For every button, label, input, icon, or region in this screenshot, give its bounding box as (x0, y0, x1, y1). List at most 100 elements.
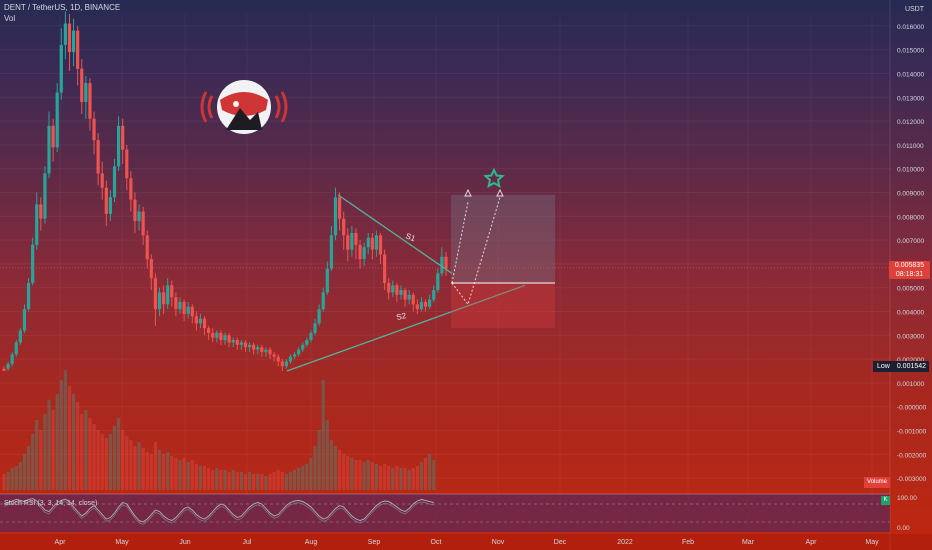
candle-body (284, 361, 288, 367)
candle-body (374, 235, 379, 250)
candle-body (6, 363, 10, 369)
x-tick-label: Jun (179, 539, 190, 546)
candle-body (301, 344, 305, 350)
candle-body (215, 332, 219, 338)
volume-bar (329, 440, 334, 490)
chart-header: DENT / TetherUS, 1D, BINANCE Vol (4, 2, 120, 24)
candle-body (370, 237, 374, 250)
candle-body (317, 309, 321, 324)
candle-body (432, 290, 436, 300)
y-tick-label: 0.013000 (897, 95, 924, 102)
volume-bar (423, 458, 428, 490)
candle-body (337, 197, 342, 219)
volume-bar (26, 446, 31, 490)
candle-body (39, 204, 43, 219)
k-line-button[interactable]: K (881, 496, 890, 505)
candle-body (22, 309, 27, 331)
volume-bar (342, 454, 346, 490)
s1-label: S1 (404, 231, 417, 243)
volume-bar (407, 470, 411, 490)
candle-body (321, 292, 325, 310)
y-tick-label: -0.002000 (897, 452, 927, 459)
volume-bar (194, 464, 198, 490)
volume-bar (35, 420, 39, 490)
candle-body (366, 237, 370, 248)
trendline-s2[interactable] (286, 284, 526, 372)
y-tick-label: 0.015000 (897, 48, 924, 55)
candle-body (342, 218, 346, 236)
volume-bar (182, 458, 186, 490)
volume-bar (207, 468, 211, 490)
candle-body (260, 347, 264, 352)
volume-bar (346, 456, 350, 490)
volume-bar (297, 468, 301, 490)
candle-body (174, 297, 178, 310)
candle-body (387, 282, 391, 293)
volume-bar (227, 472, 231, 490)
price-axis-unit: USDT (904, 6, 924, 13)
candle-body (223, 335, 227, 341)
y-tick-label: 0.007000 (897, 238, 924, 245)
stoch-rsi-legend[interactable]: Stoch RSI (3, 3, 14, 14, close) (4, 500, 98, 507)
candle-body (59, 44, 63, 93)
volume-tag: Volume (864, 477, 890, 488)
candle-body (350, 232, 354, 250)
volume-bar (378, 466, 383, 490)
candle-body (292, 354, 297, 357)
candle-body (137, 211, 141, 222)
volume-bar (403, 468, 407, 490)
volume-bar (104, 438, 108, 490)
candle-body (157, 292, 162, 310)
candle-body (411, 294, 415, 305)
x-tick-label: 2022 (617, 539, 633, 546)
candle-body (18, 330, 22, 343)
candle-body (403, 290, 407, 300)
stop-zone[interactable] (451, 282, 555, 329)
candle-body (116, 125, 121, 167)
time-axis (0, 534, 932, 550)
x-tick-label: Apr (55, 539, 67, 546)
volume-legend[interactable]: Vol (4, 14, 16, 23)
low-value: 0.001542 (893, 361, 930, 372)
y-tick-label: 0.009000 (897, 191, 924, 198)
candle-body (125, 149, 129, 179)
candle-body (202, 318, 207, 329)
volume-bar (6, 472, 10, 490)
candle-body (235, 340, 239, 345)
volume-bar (59, 380, 63, 490)
volume-bar (395, 466, 399, 490)
low-label: Low (873, 361, 894, 372)
volume-bar (301, 466, 305, 490)
y-tick-label: 0.012000 (897, 119, 924, 126)
volume-bar (202, 466, 207, 490)
candle-body (440, 256, 444, 274)
candle-body (194, 316, 198, 324)
x-tick-label: May (115, 539, 129, 546)
volume-bar (231, 470, 235, 490)
candle-body (354, 232, 358, 245)
volume-bar (284, 474, 288, 490)
volume-bar (337, 450, 342, 490)
candle-body (166, 285, 170, 305)
trendline-s1[interactable] (337, 194, 453, 274)
volume-bar (22, 454, 27, 490)
volume-bar (162, 454, 166, 490)
candle-body (219, 332, 223, 341)
current-price-value: 0.005835 (894, 261, 925, 269)
candle-body (153, 278, 158, 310)
volume-bar (71, 394, 76, 490)
volume-bar (243, 474, 248, 490)
volume-bar (129, 440, 133, 490)
volume-bar (252, 474, 256, 490)
candle-body (51, 125, 55, 148)
volume-bar (325, 420, 329, 490)
projection-path-short (451, 201, 469, 284)
stoch-rsi-d-line (3, 500, 434, 525)
y-tick-label: 0.016000 (897, 24, 924, 31)
volume-bar (47, 400, 51, 490)
symbol-title[interactable]: DENT / TetherUS, 1D, BINANCE (4, 3, 121, 12)
candle-body (444, 256, 448, 269)
volume-bar (313, 446, 317, 490)
